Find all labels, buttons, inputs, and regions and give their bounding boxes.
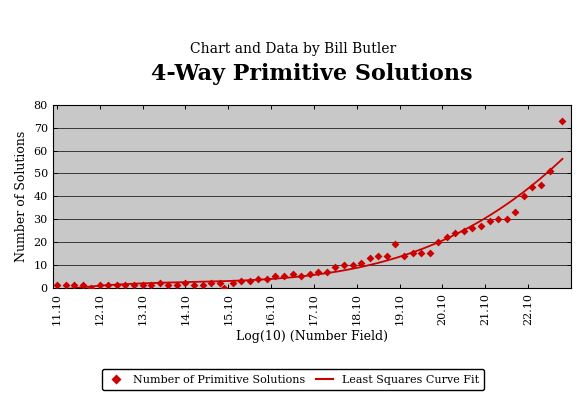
Point — [237, 278, 246, 284]
Point — [434, 239, 443, 245]
Point — [510, 209, 520, 215]
Point — [365, 255, 374, 261]
Point — [485, 218, 495, 224]
Point — [52, 282, 62, 289]
Point — [382, 253, 391, 259]
Point — [180, 280, 190, 287]
Point — [262, 275, 271, 282]
X-axis label: Log(10) (Number Field): Log(10) (Number Field) — [236, 330, 388, 343]
Point — [280, 273, 289, 279]
Point — [459, 227, 469, 234]
Point — [451, 230, 460, 236]
Point — [322, 269, 332, 275]
Point — [399, 253, 408, 259]
Point — [305, 271, 314, 277]
Point — [271, 273, 280, 279]
Point — [78, 282, 87, 289]
Legend: Number of Primitive Solutions, Least Squares Curve Fit: Number of Primitive Solutions, Least Squ… — [101, 369, 485, 390]
Point — [356, 259, 366, 266]
Point — [87, 285, 96, 291]
Point — [536, 181, 546, 188]
Point — [545, 168, 554, 174]
Point — [215, 280, 224, 287]
Point — [146, 282, 156, 289]
Point — [113, 282, 122, 289]
Point — [61, 282, 70, 289]
Point — [189, 282, 199, 289]
Point — [138, 282, 147, 289]
Y-axis label: Number of Solutions: Number of Solutions — [15, 131, 28, 262]
Point — [314, 269, 323, 275]
Point — [339, 262, 349, 268]
Point — [297, 273, 306, 279]
Point — [95, 282, 104, 289]
Point — [228, 280, 237, 287]
Title: 4-Way Primitive Solutions: 4-Way Primitive Solutions — [151, 63, 472, 85]
Point — [468, 225, 477, 232]
Point — [206, 280, 216, 287]
Point — [373, 253, 383, 259]
Point — [121, 282, 130, 289]
Point — [417, 250, 426, 257]
Point — [172, 282, 182, 289]
Point — [288, 271, 297, 277]
Point — [528, 184, 537, 190]
Point — [245, 278, 254, 284]
Point — [163, 282, 173, 289]
Point — [442, 234, 451, 241]
Point — [198, 282, 207, 289]
Point — [493, 216, 503, 222]
Point — [104, 282, 113, 289]
Point — [155, 280, 165, 287]
Point — [425, 250, 434, 257]
Point — [558, 117, 567, 124]
Point — [254, 275, 263, 282]
Point — [69, 282, 79, 289]
Point — [331, 264, 340, 270]
Point — [219, 285, 229, 291]
Point — [391, 241, 400, 248]
Point — [348, 262, 357, 268]
Point — [519, 193, 529, 199]
Point — [408, 250, 417, 257]
Point — [476, 223, 486, 229]
Point — [502, 216, 512, 222]
Text: Chart and Data by Bill Butler: Chart and Data by Bill Butler — [190, 42, 396, 56]
Point — [130, 282, 139, 289]
